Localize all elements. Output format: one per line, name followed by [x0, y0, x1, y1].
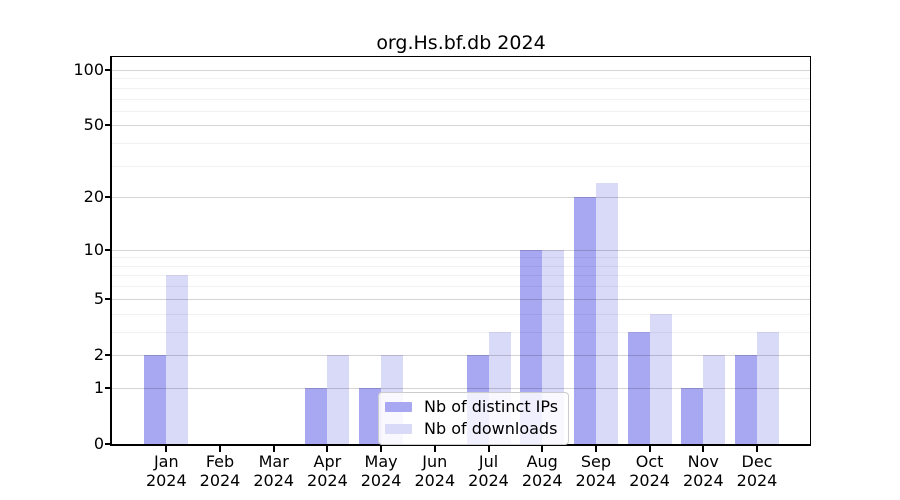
y-tick-label-2: 2	[93, 344, 104, 364]
major-gridline-20	[112, 197, 810, 199]
y-tick-mark-2	[105, 353, 111, 356]
x-tick-mark-feb-2024	[219, 446, 221, 452]
x-tick-label-jun-2024: Jun 2024	[414, 452, 456, 490]
x-tick-mark-nov-2024	[702, 446, 705, 452]
legend-label-downloads: Nb of downloads	[424, 419, 558, 438]
major-gridline-100	[112, 70, 810, 71]
y-tick-label-1: 1	[93, 377, 104, 397]
major-gridline-5	[112, 298, 810, 300]
minor-gridline-70	[112, 98, 810, 100]
minor-gridline-7	[112, 275, 810, 277]
x-tick-mark-jun-2024	[433, 446, 436, 452]
legend-swatch-downloads	[385, 424, 412, 434]
y-tick-mark-5	[105, 297, 111, 300]
bar-nb-of-distinct-ips-jan-2024	[144, 354, 167, 444]
bar-nb-of-downloads-apr-2024	[327, 354, 350, 444]
y-tick-mark-20	[105, 196, 111, 199]
minor-gridline-30	[112, 165, 810, 167]
minor-gridline-3	[112, 331, 810, 333]
legend-swatch-distinct-ips	[385, 402, 412, 412]
spine-right	[810, 57, 811, 445]
bar-nb-of-downloads-dec-2024	[757, 331, 779, 444]
bar-nb-of-downloads-sep-2024	[595, 183, 618, 444]
spine-bottom	[110, 444, 811, 446]
x-tick-label-may-2024: May 2024	[360, 452, 402, 490]
y-tick-label-100: 100	[73, 60, 104, 79]
minor-gridline-8	[112, 265, 810, 267]
x-tick-mark-mar-2024	[272, 446, 275, 452]
x-tick-label-dec-2024: Dec 2024	[736, 452, 778, 490]
y-tick-label-5: 5	[93, 288, 104, 308]
x-tick-label-apr-2024: Apr 2024	[307, 452, 348, 490]
major-gridline-2	[112, 354, 810, 356]
legend-item-distinct-ips: Nb of distinct IPs	[385, 398, 558, 416]
bar-nb-of-distinct-ips-dec-2024	[735, 354, 757, 444]
legend: Nb of distinct IPs Nb of downloads	[378, 392, 570, 445]
bar-nb-of-distinct-ips-oct-2024	[627, 331, 650, 444]
y-tick-label-50: 50	[83, 115, 104, 135]
major-gridline-50	[112, 125, 810, 127]
x-tick-mark-jul-2024	[487, 446, 490, 452]
x-tick-label-feb-2024: Feb 2024	[199, 452, 241, 490]
bar-nb-of-distinct-ips-apr-2024	[305, 387, 328, 444]
bar-nb-of-downloads-jan-2024	[166, 275, 189, 444]
minor-gridline-9	[112, 257, 810, 259]
major-gridline-1	[112, 387, 810, 389]
minor-gridline-6	[112, 286, 810, 288]
x-tick-mark-aug-2024	[541, 446, 544, 452]
minor-gridline-40	[112, 143, 810, 145]
x-tick-mark-jan-2024	[165, 446, 168, 452]
bar-nb-of-downloads-nov-2024	[703, 354, 726, 444]
bar-nb-of-distinct-ips-nov-2024	[681, 387, 704, 444]
plot-area: Nb of distinct IPs Nb of downloads	[112, 57, 810, 445]
bar-nb-of-distinct-ips-sep-2024	[573, 197, 596, 444]
y-tick-mark-50	[105, 124, 111, 127]
x-tick-label-mar-2024: Mar 2024	[253, 452, 295, 490]
x-tick-mark-apr-2024	[326, 446, 329, 452]
y-tick-mark-0	[105, 443, 111, 445]
minor-gridline-4	[112, 313, 810, 315]
x-tick-label-oct-2024: Oct 2024	[629, 452, 670, 490]
minor-gridline-60	[112, 110, 810, 112]
y-tick-mark-10	[105, 248, 111, 251]
y-tick-mark-1	[105, 386, 111, 389]
spine-left	[110, 57, 112, 446]
minor-gridline-90	[112, 78, 810, 80]
major-gridline-10	[112, 249, 810, 251]
spine-top	[110, 56, 811, 57]
x-tick-mark-sep-2024	[594, 446, 597, 452]
x-tick-label-jul-2024: Jul 2024	[468, 452, 509, 490]
x-tick-label-sep-2024: Sep 2024	[575, 452, 617, 490]
y-tick-label-20: 20	[83, 187, 104, 207]
y-tick-label-0: 0	[93, 434, 104, 453]
legend-label-distinct-ips: Nb of distinct IPs	[424, 397, 559, 416]
chart-title: org.Hs.bf.db 2024	[376, 32, 546, 54]
x-tick-mark-oct-2024	[648, 446, 651, 452]
bar-nb-of-distinct-ips-may-2024	[359, 387, 382, 444]
x-tick-label-nov-2024: Nov 2024	[682, 452, 724, 490]
y-tick-mark-100	[105, 69, 111, 71]
x-tick-label-jan-2024: Jan 2024	[145, 452, 187, 490]
minor-gridline-80	[112, 87, 810, 89]
x-tick-mark-may-2024	[380, 446, 383, 452]
bar-nb-of-downloads-oct-2024	[649, 313, 672, 444]
x-tick-mark-dec-2024	[756, 446, 758, 452]
legend-item-downloads: Nb of downloads	[385, 420, 558, 438]
y-tick-label-10: 10	[83, 239, 104, 259]
x-tick-label-aug-2024: Aug 2024	[521, 452, 563, 490]
